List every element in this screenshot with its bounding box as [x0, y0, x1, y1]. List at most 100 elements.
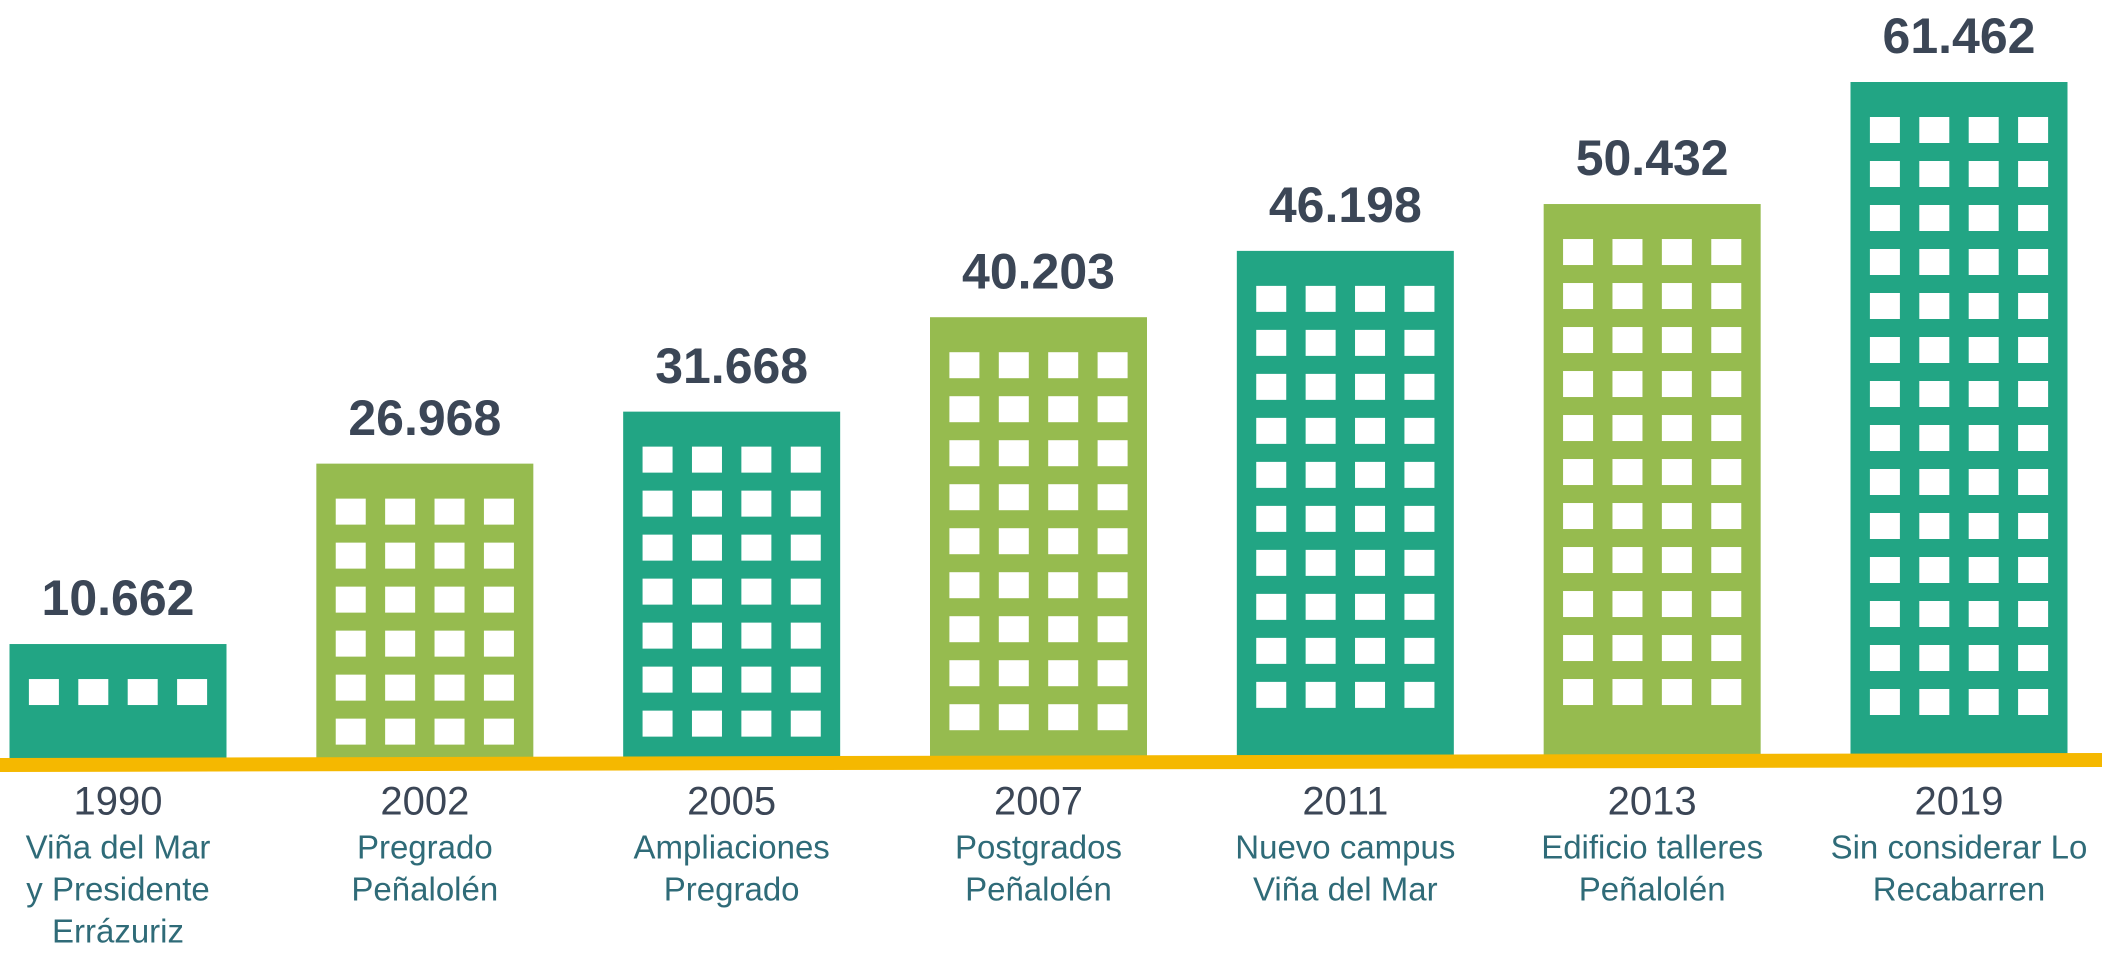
window — [999, 484, 1029, 510]
window — [1612, 239, 1642, 265]
window — [1563, 415, 1593, 441]
value-label: 26.968 — [348, 390, 501, 446]
ground-line — [0, 760, 2102, 765]
window — [791, 579, 821, 605]
x-tick-label: 2005 — [687, 780, 776, 824]
window — [1355, 418, 1385, 444]
window — [1870, 117, 1900, 143]
window — [1919, 689, 1949, 715]
window — [1306, 462, 1336, 488]
window — [1612, 283, 1642, 309]
window — [1306, 418, 1336, 444]
window — [1256, 550, 1286, 576]
window — [1711, 239, 1741, 265]
window — [177, 679, 207, 705]
window — [791, 491, 821, 517]
window — [1919, 601, 1949, 627]
window — [1306, 374, 1336, 400]
window — [949, 704, 979, 730]
window — [1870, 425, 1900, 451]
window — [484, 719, 514, 745]
window — [2018, 117, 2048, 143]
window — [1048, 396, 1078, 422]
window — [1098, 352, 1128, 378]
window — [1563, 239, 1593, 265]
window — [385, 631, 415, 657]
window — [692, 711, 722, 737]
window — [484, 587, 514, 613]
window — [999, 704, 1029, 730]
window — [1098, 704, 1128, 730]
x-tick-label: 2011 — [1302, 780, 1388, 824]
window — [1404, 374, 1434, 400]
window — [1306, 330, 1336, 356]
window — [2018, 381, 2048, 407]
window — [1098, 396, 1128, 422]
window — [1919, 645, 1949, 671]
window — [1711, 503, 1741, 529]
window — [1048, 352, 1078, 378]
category-description: Peñalolén — [351, 871, 498, 908]
window — [1662, 547, 1692, 573]
window — [2018, 513, 2048, 539]
window — [1870, 337, 1900, 363]
window — [1919, 249, 1949, 275]
window — [2018, 557, 2048, 583]
window — [29, 679, 59, 705]
window — [484, 499, 514, 525]
category-description: Peñalolén — [1579, 871, 1726, 908]
window — [1048, 616, 1078, 642]
category-description: Pregrado — [664, 871, 800, 908]
window — [1711, 679, 1741, 705]
window — [1711, 635, 1741, 661]
value-label: 46.198 — [1269, 177, 1422, 233]
window — [1098, 528, 1128, 554]
window — [1563, 679, 1593, 705]
window — [791, 711, 821, 737]
window — [1612, 679, 1642, 705]
window — [1612, 591, 1642, 617]
window — [1870, 381, 1900, 407]
window — [643, 535, 673, 561]
window — [484, 675, 514, 701]
window — [1404, 638, 1434, 664]
window — [1256, 374, 1286, 400]
window — [643, 667, 673, 693]
window — [741, 535, 771, 561]
window — [1711, 327, 1741, 353]
window — [1098, 572, 1128, 598]
value-label: 40.203 — [962, 243, 1115, 299]
window — [949, 396, 979, 422]
category-description: Errázuriz — [52, 913, 184, 950]
window — [741, 623, 771, 649]
category-description: Pregrado — [357, 829, 493, 866]
window — [1919, 337, 1949, 363]
window — [1870, 601, 1900, 627]
x-tick-label: 2019 — [1915, 780, 2004, 824]
window — [1048, 440, 1078, 466]
window — [1098, 484, 1128, 510]
window — [692, 447, 722, 473]
window — [1563, 591, 1593, 617]
window — [435, 499, 465, 525]
window — [949, 660, 979, 686]
window — [643, 711, 673, 737]
window — [1711, 371, 1741, 397]
window — [791, 535, 821, 561]
window — [435, 675, 465, 701]
window — [692, 491, 722, 517]
value-label: 31.668 — [655, 338, 808, 394]
window — [999, 660, 1029, 686]
window — [1563, 547, 1593, 573]
window — [1048, 660, 1078, 686]
window — [1256, 638, 1286, 664]
window — [1870, 469, 1900, 495]
window — [1870, 161, 1900, 187]
window — [385, 587, 415, 613]
window — [1612, 635, 1642, 661]
x-tick-label: 2007 — [994, 780, 1083, 824]
value-label: 10.662 — [42, 570, 195, 626]
window — [2018, 249, 2048, 275]
window — [1612, 459, 1642, 485]
window — [1919, 469, 1949, 495]
